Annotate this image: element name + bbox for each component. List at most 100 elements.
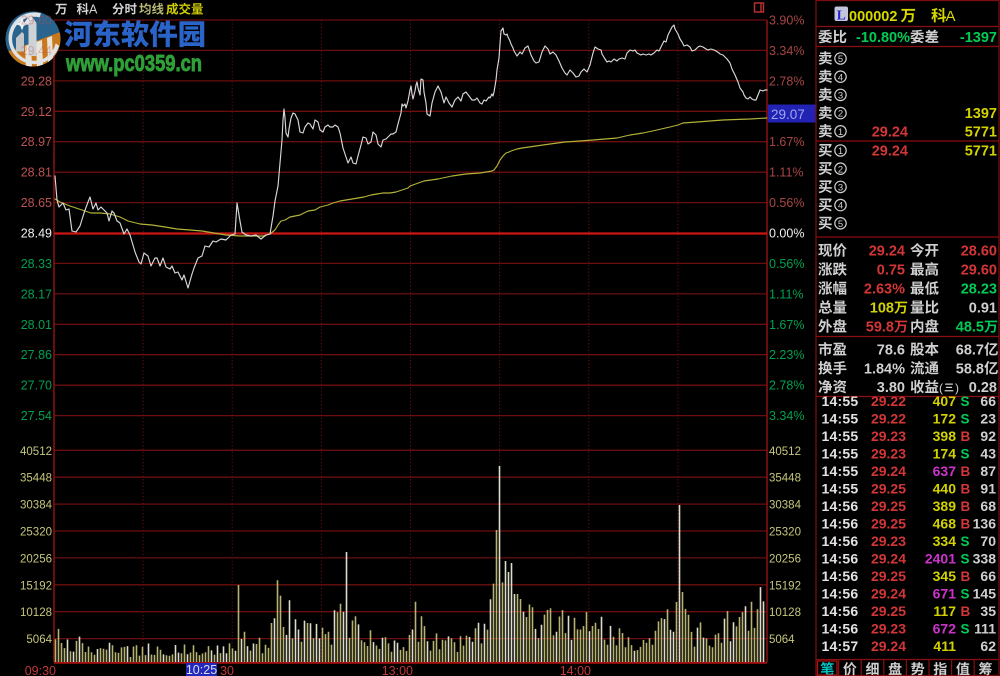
svg-text:A: A — [89, 3, 98, 17]
svg-text:145: 145 — [973, 586, 997, 602]
svg-text:25320: 25320 — [20, 527, 52, 539]
svg-text:0.91: 0.91 — [969, 301, 997, 317]
svg-text:29.25: 29.25 — [871, 568, 906, 584]
svg-text:5: 5 — [838, 54, 843, 65]
svg-text:2.78%: 2.78% — [769, 379, 804, 393]
svg-text:14:00: 14:00 — [560, 664, 591, 676]
svg-text:28.49: 28.49 — [21, 227, 52, 241]
svg-text:14:56: 14:56 — [822, 551, 859, 567]
svg-text:14:56: 14:56 — [822, 516, 859, 532]
svg-text:29.22: 29.22 — [871, 411, 906, 427]
svg-text:29.24: 29.24 — [871, 586, 906, 602]
svg-text:637: 637 — [933, 463, 957, 479]
svg-text:1397: 1397 — [965, 106, 997, 122]
svg-text:672: 672 — [933, 621, 957, 637]
svg-text:www.pc0359.cn: www.pc0359.cn — [65, 50, 202, 76]
svg-text:B: B — [961, 604, 971, 619]
svg-text:0.56%: 0.56% — [769, 196, 804, 210]
svg-text:S: S — [961, 622, 970, 637]
svg-text:29.24: 29.24 — [871, 463, 906, 479]
svg-text:29.23: 29.23 — [871, 533, 906, 549]
svg-text:5: 5 — [838, 219, 843, 230]
svg-text:411: 411 — [933, 638, 956, 654]
svg-text:14:57: 14:57 — [822, 638, 859, 654]
svg-text:62: 62 — [980, 638, 996, 654]
svg-text:2.78%: 2.78% — [769, 74, 804, 88]
svg-text:3: 3 — [838, 91, 843, 102]
svg-text:13:00: 13:00 — [382, 664, 413, 676]
svg-text:0.75: 0.75 — [877, 263, 905, 279]
svg-text:B: B — [961, 464, 971, 479]
svg-text:5771: 5771 — [965, 144, 997, 160]
svg-text:48.5: 48.5 — [956, 320, 984, 336]
svg-text:59.8: 59.8 — [866, 320, 894, 336]
svg-text:2.63%: 2.63% — [864, 282, 905, 298]
svg-text:78.6: 78.6 — [877, 343, 905, 359]
svg-text:10128: 10128 — [769, 607, 801, 619]
svg-text:B: B — [961, 499, 971, 514]
svg-text:2401: 2401 — [925, 551, 956, 567]
svg-text:66: 66 — [980, 393, 996, 409]
svg-text:30384: 30384 — [20, 500, 53, 512]
svg-text:3.80: 3.80 — [877, 380, 905, 396]
svg-text:B: B — [961, 482, 971, 497]
svg-text:468: 468 — [933, 516, 957, 532]
svg-text:87: 87 — [980, 463, 996, 479]
svg-text:S: S — [961, 394, 970, 409]
svg-text:14:56: 14:56 — [822, 498, 859, 514]
svg-text:29.60: 29.60 — [21, 14, 52, 28]
svg-text:68: 68 — [980, 498, 996, 514]
svg-text:15192: 15192 — [769, 580, 801, 592]
svg-text:4: 4 — [838, 72, 843, 83]
svg-text:29.44: 29.44 — [21, 44, 52, 58]
svg-text:111: 111 — [974, 621, 996, 637]
svg-text:29.24: 29.24 — [871, 551, 906, 567]
svg-text:108: 108 — [870, 301, 894, 317]
svg-text:14:56: 14:56 — [822, 603, 859, 619]
svg-text:136: 136 — [973, 516, 997, 532]
svg-text:389: 389 — [933, 498, 957, 514]
svg-text:29.24: 29.24 — [872, 144, 908, 160]
svg-text:29.23: 29.23 — [871, 446, 906, 462]
svg-text:2: 2 — [838, 109, 843, 120]
svg-text:1.67%: 1.67% — [769, 135, 804, 149]
svg-text:27.70: 27.70 — [21, 379, 52, 393]
svg-text:30: 30 — [220, 664, 234, 676]
svg-text:1.67%: 1.67% — [769, 318, 804, 332]
svg-text:-10.80%: -10.80% — [856, 30, 910, 46]
svg-text:S: S — [961, 534, 970, 549]
svg-text:334: 334 — [933, 533, 957, 549]
svg-text:40512: 40512 — [20, 446, 52, 458]
svg-text:25320: 25320 — [769, 527, 801, 539]
svg-text:28.97: 28.97 — [21, 135, 52, 149]
svg-text:S: S — [961, 587, 970, 602]
svg-text:440: 440 — [933, 481, 957, 497]
svg-text:29.24: 29.24 — [872, 124, 908, 140]
svg-text:20256: 20256 — [769, 553, 801, 565]
svg-text:B: B — [961, 429, 971, 444]
svg-text:1: 1 — [838, 146, 843, 157]
svg-text:14:55: 14:55 — [822, 446, 859, 462]
svg-text:15192: 15192 — [20, 580, 52, 592]
svg-text:407: 407 — [933, 393, 957, 409]
svg-text:671: 671 — [933, 586, 957, 602]
svg-text:14:56: 14:56 — [822, 533, 859, 549]
svg-text:14:55: 14:55 — [822, 481, 859, 497]
svg-text:23: 23 — [980, 411, 996, 427]
svg-text:1.11%: 1.11% — [769, 166, 804, 180]
svg-text:30384: 30384 — [769, 500, 802, 512]
svg-text:B: B — [961, 517, 971, 532]
svg-text:29.23: 29.23 — [871, 428, 906, 444]
svg-text:174: 174 — [933, 446, 957, 462]
svg-text:000002: 000002 — [849, 9, 897, 25]
svg-text:28.33: 28.33 — [21, 257, 52, 271]
svg-text:35448: 35448 — [20, 473, 52, 485]
svg-text:3.90%: 3.90% — [769, 14, 804, 28]
svg-text:1: 1 — [838, 127, 843, 138]
svg-text:398: 398 — [933, 428, 957, 444]
svg-text:09:30: 09:30 — [25, 664, 56, 676]
svg-text:14:55: 14:55 — [822, 393, 859, 409]
svg-text:35448: 35448 — [769, 473, 801, 485]
svg-text:29.25: 29.25 — [871, 603, 906, 619]
svg-text:27.86: 27.86 — [21, 348, 52, 362]
